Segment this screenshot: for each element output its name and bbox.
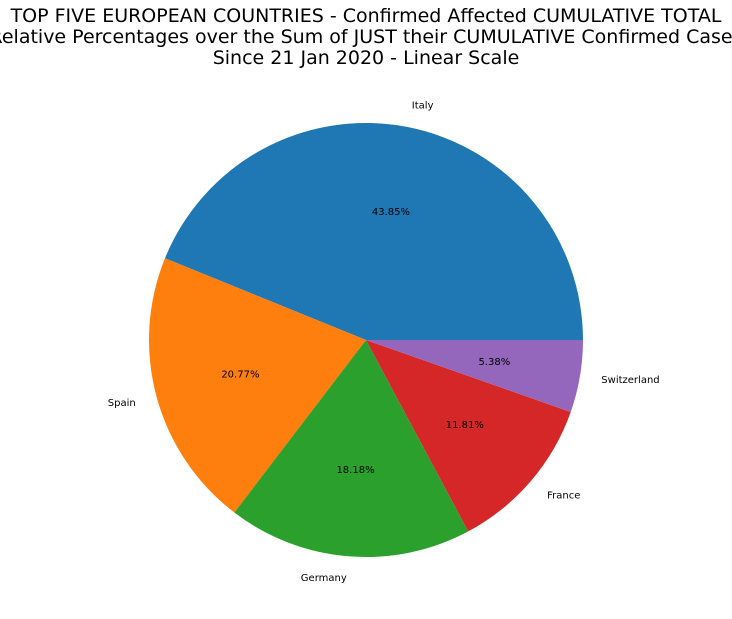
pie-percent-labels: 43.85% 20.77% 18.18% 11.81% 5.38% <box>221 207 510 476</box>
pie-slice-italy <box>164 123 584 340</box>
chart-title: TOP FIVE EUROPEAN COUNTRIES - Confirmed … <box>0 5 732 69</box>
pie-slice-switzerland <box>366 340 583 412</box>
chart-title-line-3: Since 21 Jan 2020 - Linear Scale <box>213 47 520 69</box>
slice-percent-switzerland: 5.38% <box>478 357 510 368</box>
slice-label-france: France <box>547 490 580 501</box>
slice-percent-italy: 43.85% <box>372 207 410 218</box>
slice-label-germany: Germany <box>301 573 347 584</box>
pie-slices <box>148 123 584 557</box>
slice-percent-france: 11.81% <box>446 420 484 431</box>
pie-slice-germany <box>234 340 469 557</box>
slice-label-switzerland: Switzerland <box>601 375 659 386</box>
pie-slice-spain <box>148 258 366 513</box>
pie-labels: Italy Spain Germany France Switzerland <box>108 101 660 584</box>
slice-percent-germany: 18.18% <box>336 465 374 476</box>
slice-label-italy: Italy <box>412 101 434 112</box>
chart-title-line-1: TOP FIVE EUROPEAN COUNTRIES - Confirmed … <box>10 5 722 27</box>
pie-slice-france <box>366 340 571 532</box>
chart-title-line-2: Relative Percentages over the Sum of JUS… <box>0 26 732 48</box>
slice-label-spain: Spain <box>108 398 136 409</box>
slice-percent-spain: 20.77% <box>221 369 259 380</box>
